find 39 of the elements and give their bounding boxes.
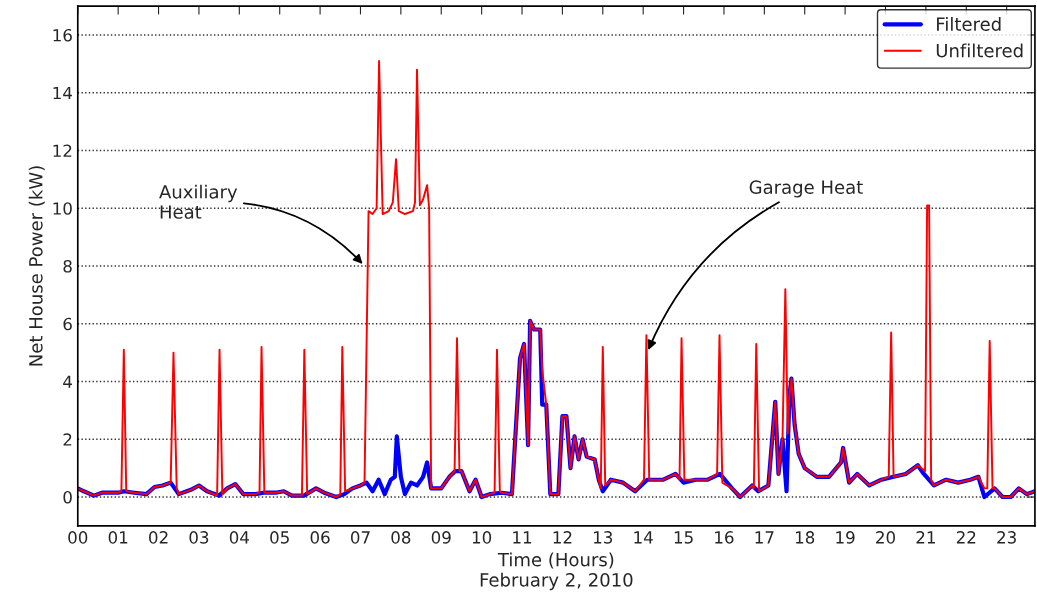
- y-tick-label: 0: [63, 491, 72, 504]
- x-tick-label: 02: [149, 531, 168, 544]
- x-tick-label: 00: [68, 531, 88, 544]
- y-tick-label: 16: [53, 28, 72, 42]
- x-tick-label: 06: [310, 531, 330, 544]
- x-axis-title: Time (Hours) February 2, 2010: [480, 552, 633, 591]
- annotation: Auxiliary Heat: [159, 184, 238, 219]
- x-tick-label: 13: [594, 531, 613, 544]
- y-tick-label: 14: [53, 86, 72, 100]
- x-tick-label: 04: [229, 531, 249, 544]
- y-axis-title: Net House Power (kW): [28, 166, 45, 366]
- x-tick-label: 17: [755, 531, 774, 544]
- x-tick-label: 20: [876, 531, 895, 544]
- x-tick-label: 19: [836, 531, 855, 544]
- y-tick-label: 4: [63, 375, 72, 388]
- y-tick-label: 8: [63, 259, 72, 273]
- x-tick-label: 05: [270, 531, 289, 544]
- x-tick-label: 14: [634, 531, 653, 544]
- y-tick-label: 6: [63, 317, 72, 331]
- x-tick-label: 16: [715, 531, 734, 544]
- annotation: Garage Heat: [749, 180, 863, 198]
- y-tick-label: 10: [53, 202, 72, 215]
- legend-label: Unfiltered: [936, 43, 1023, 58]
- y-tick-label: 2: [63, 433, 72, 446]
- x-tick-label: 21: [916, 531, 935, 544]
- x-tick-label: 03: [189, 531, 209, 544]
- legend-label: Filtered: [937, 16, 1001, 31]
- x-tick-label: 11: [513, 531, 532, 544]
- x-tick-label: 10: [472, 531, 492, 544]
- x-tick-label: 01: [108, 531, 128, 544]
- y-tick-label: 12: [53, 144, 72, 157]
- x-tick-label: 07: [350, 531, 370, 544]
- x-tick-label: 15: [674, 531, 693, 544]
- x-tick-label: 18: [795, 531, 815, 544]
- x-tick-label: 22: [956, 531, 976, 544]
- x-tick-label: 09: [431, 531, 451, 544]
- x-tick-label: 12: [553, 531, 572, 544]
- x-tick-label: 08: [391, 531, 411, 544]
- x-tick-label: 23: [997, 531, 1016, 544]
